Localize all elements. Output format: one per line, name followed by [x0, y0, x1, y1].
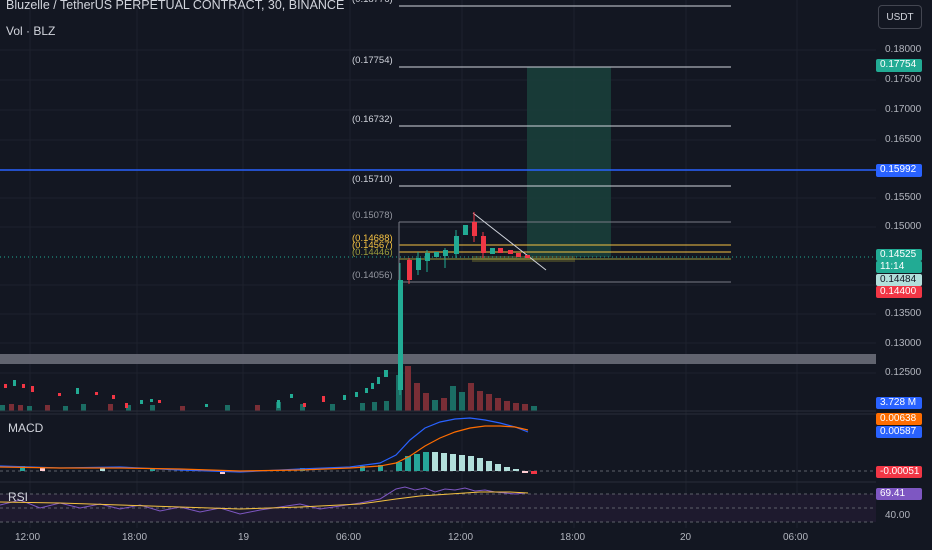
- chart-title: Bluzelle / TetherUS PERPETUAL CONTRACT, …: [6, 0, 345, 12]
- fib-level-label: (0.17754): [352, 55, 393, 66]
- price-label: 0.17000: [885, 104, 922, 115]
- time-label: 12:00: [15, 532, 41, 543]
- fib-level-label: (0.14446): [352, 247, 393, 258]
- fib-level-label: (0.14567): [352, 240, 393, 251]
- fib-level-label: (0.16732): [352, 114, 393, 125]
- support-zone: [0, 354, 876, 364]
- chart-canvas[interactable]: [0, 0, 876, 528]
- time-label: 20: [680, 532, 692, 543]
- rsi-badge: 69.41: [876, 488, 922, 500]
- macd-badge: 0.00587: [876, 426, 922, 438]
- macd-histogram-badge: -0.00051: [876, 466, 922, 478]
- macd-line: [0, 417, 529, 473]
- time-label: 06:00: [336, 532, 362, 543]
- price-label: 0.18000: [885, 44, 922, 55]
- rsi-ma-line: [0, 491, 529, 510]
- macd-signal-badge: 0.00638: [876, 413, 922, 425]
- price-label: 0.15500: [885, 192, 922, 203]
- fib-level-label: (0.14688): [352, 233, 393, 244]
- rsi-pane-label[interactable]: RSI: [8, 490, 29, 504]
- price-badge-stop: 0.14400: [876, 286, 922, 298]
- fib-level-label: (0.15078): [352, 210, 393, 221]
- price-badge-horizontal-line: 0.15992: [876, 164, 922, 177]
- volume-badge: 3.728 M: [876, 397, 922, 409]
- volume-bars: [0, 366, 537, 411]
- fib-level-label: (0.15710): [352, 174, 393, 185]
- trend-line: [472, 212, 547, 271]
- rsi-tick-label: 40.00: [885, 510, 911, 521]
- macd-histogram: [20, 452, 537, 474]
- price-badge-current: 0.14525: [876, 249, 922, 261]
- price-badge-entry: 0.14484: [876, 274, 922, 286]
- fib-level-label-top: (0.18776): [352, 0, 393, 5]
- price-label: 0.12500: [885, 367, 922, 378]
- price-badge-target: 0.17754: [876, 59, 922, 72]
- volume-indicator-label[interactable]: Vol · BLZ: [6, 24, 56, 38]
- macd-pane-label[interactable]: MACD: [8, 421, 44, 435]
- price-label: 0.13500: [885, 308, 922, 319]
- long-position-target-zone: [527, 67, 611, 257]
- price-label: 0.17500: [885, 74, 922, 85]
- candlesticks: [4, 212, 530, 408]
- rsi-line: [0, 486, 526, 515]
- time-label: 06:00: [783, 532, 809, 543]
- macd-signal-line: [0, 425, 529, 472]
- time-label: 19: [238, 532, 250, 543]
- price-label: 0.15000: [885, 221, 922, 232]
- countdown-badge: 11:14: [876, 261, 922, 273]
- time-label: 12:00: [448, 532, 474, 543]
- time-label: 18:00: [560, 532, 586, 543]
- currency-button[interactable]: USDT: [878, 5, 922, 29]
- fib-level-label: (0.14056): [352, 270, 393, 281]
- price-label: 0.16500: [885, 134, 922, 145]
- price-label: 0.13000: [885, 338, 922, 349]
- time-label: 18:00: [122, 532, 148, 543]
